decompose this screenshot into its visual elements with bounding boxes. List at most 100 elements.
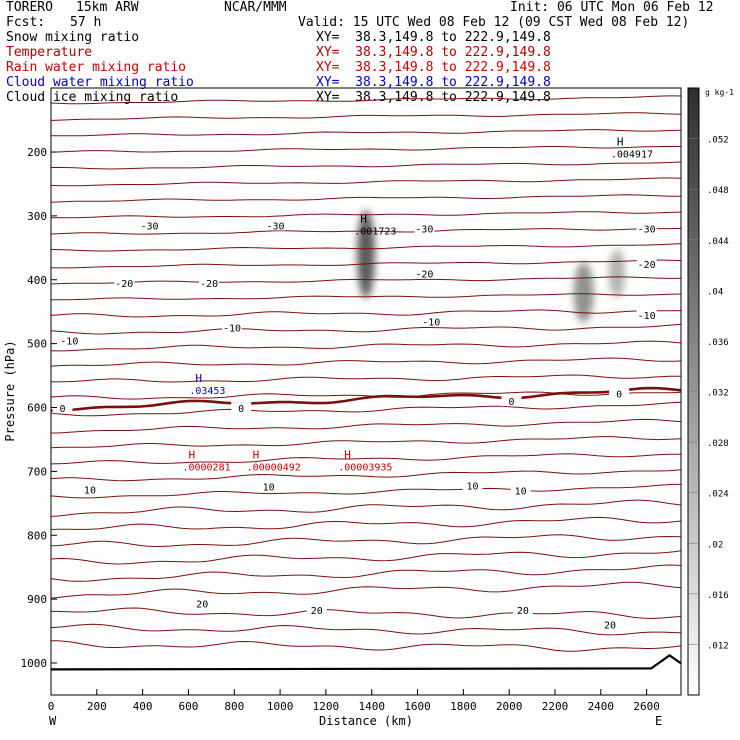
x-axis-title: Distance (km) <box>319 714 413 728</box>
model-center: NCAR/MMM <box>224 0 287 15</box>
contour-label-bg <box>636 257 657 269</box>
contour-label: 0 <box>508 397 514 408</box>
temperature-contour-line <box>51 607 682 619</box>
max-marker-h: H <box>344 449 351 462</box>
x-tick-label: 1200 <box>313 700 340 713</box>
contour-label-bg <box>114 276 135 288</box>
x-tick-label: 600 <box>179 700 199 713</box>
field-cloudwater-xy: XY= 38.3,149.8 to 222.9,149.8 <box>316 75 551 90</box>
temperature-contour-line <box>50 640 682 652</box>
snow-shading-layer <box>357 210 625 323</box>
contour-label: 10 <box>467 481 479 492</box>
colorbar: .052 .048 .044 .04 .036 .032 .028 .024 .02 .016 .0… <box>687 87 729 696</box>
contour-label: -10 <box>422 317 440 328</box>
init-time: Init: 06 UTC Mon 06 Feb 12 <box>510 0 714 15</box>
x-tick-label: 1000 <box>267 700 294 713</box>
temperature-contour-line <box>50 453 682 465</box>
contour-label-bg <box>421 315 442 327</box>
x-tick-label: 1400 <box>358 700 385 713</box>
x-tick-label: 0 <box>48 700 55 713</box>
temperature-contours: -30 -30 -30 -30 -20 -20 -20 -20 -10 -10 -10 -10 0 0 0 0… <box>50 95 682 652</box>
colorbar-tick-label: .048 <box>707 186 729 196</box>
forecast-hour: 57 h <box>70 15 102 30</box>
x-axis-west-label: W <box>49 714 57 728</box>
contour-label: -10 <box>223 324 241 335</box>
contour-label: 0 <box>238 404 244 415</box>
valid-time: Valid: 15 UTC Wed 08 Feb 12 (09 CST Wed … <box>298 15 690 30</box>
max-marker-h: H <box>360 212 367 225</box>
max-value-label: .001723 <box>354 226 396 237</box>
contour-label: -10 <box>638 311 656 322</box>
temperature-contour-line <box>50 516 682 531</box>
max-value-label: .00000492 <box>247 463 301 474</box>
freezing-level-line <box>50 386 682 413</box>
x-tick-label: 2200 <box>542 700 569 713</box>
x-tick-label: 800 <box>224 700 244 713</box>
x-tick-label: 1600 <box>404 700 431 713</box>
colorbar-tick-label: .036 <box>707 338 729 348</box>
colorbar-tick-label: .052 <box>707 136 729 146</box>
contour-label-bg <box>52 402 73 414</box>
contour-label: -20 <box>415 269 433 280</box>
x-tick-label: 200 <box>87 700 107 713</box>
temperature-contour-line <box>50 243 682 252</box>
temperature-contour-line <box>50 228 681 235</box>
contour-label: 10 <box>263 483 275 494</box>
field-temperature-name: Temperature <box>6 45 93 60</box>
contour-label-bg <box>512 603 533 615</box>
contour-label: 10 <box>515 487 527 498</box>
contour-label-bg <box>501 395 522 407</box>
contour-label-bg <box>139 219 160 231</box>
contour-label: 0 <box>59 404 65 415</box>
temperature-contour-line <box>50 391 682 400</box>
contour-label-bg <box>258 480 279 492</box>
contour-label: -30 <box>140 221 158 232</box>
contour-label-bg <box>306 603 327 615</box>
contour-label-bg <box>231 402 252 414</box>
colorbar-tick-label: .032 <box>707 389 729 399</box>
temperature-contour-line <box>50 581 682 599</box>
temperature-contour-line <box>50 177 682 187</box>
max-marker-h: H <box>253 449 260 462</box>
y-tick-label: 200 <box>27 146 47 159</box>
temperature-contour-line <box>50 483 681 499</box>
field-temperature-xy: XY= 38.3,149.8 to 222.9,149.8 <box>316 45 551 60</box>
contour-label: 10 <box>84 485 96 496</box>
contour-label-bg <box>265 219 286 231</box>
contour-label-bg <box>192 597 213 609</box>
x-axis-east-label: E <box>655 714 662 728</box>
temperature-contour-line <box>50 499 682 517</box>
contour-label-bg <box>221 321 242 333</box>
max-value-label: .03453 <box>189 386 225 397</box>
temperature-contour-line <box>50 276 682 285</box>
field-maxima: H.001723H.004917H.03453H.0000281H.000004… <box>182 136 653 474</box>
temperature-contour-line <box>50 340 682 352</box>
contour-label: 20 <box>517 606 529 617</box>
field-cloudice-name: Cloud ice mixing ratio <box>6 90 179 105</box>
max-value-label: .00003935 <box>338 463 392 474</box>
contour-label-bg <box>59 334 80 346</box>
temperature-contour-line <box>50 323 682 335</box>
plot-frame <box>50 87 682 696</box>
y-tick-label: 700 <box>27 465 47 478</box>
model-name: TORERO <box>6 0 53 15</box>
x-tick-label: 400 <box>133 700 153 713</box>
colorbar-tick-label: .012 <box>707 641 729 651</box>
contour-label: -20 <box>200 279 218 290</box>
colorbar-tick-label: .04 <box>707 287 723 297</box>
contour-label: -10 <box>60 336 78 347</box>
contour-label-bg <box>609 387 630 399</box>
contour-label-bg <box>636 222 657 234</box>
temperature-contour-line <box>50 129 682 137</box>
max-marker-h: H <box>188 449 195 462</box>
contour-label-bg <box>414 267 435 279</box>
contour-label-bg <box>199 276 220 288</box>
y-axis-title: Pressure (hPa) <box>3 340 17 441</box>
temperature-contour-line <box>50 259 682 269</box>
terrain-line <box>50 654 682 671</box>
temperature-contour-line <box>50 112 682 121</box>
x-tick-label: 1800 <box>450 700 477 713</box>
contour-label: 20 <box>311 606 323 617</box>
x-axis: 0 200 400 600 800 1000 1200 1400 1600 1800 2000 220… <box>48 689 660 713</box>
